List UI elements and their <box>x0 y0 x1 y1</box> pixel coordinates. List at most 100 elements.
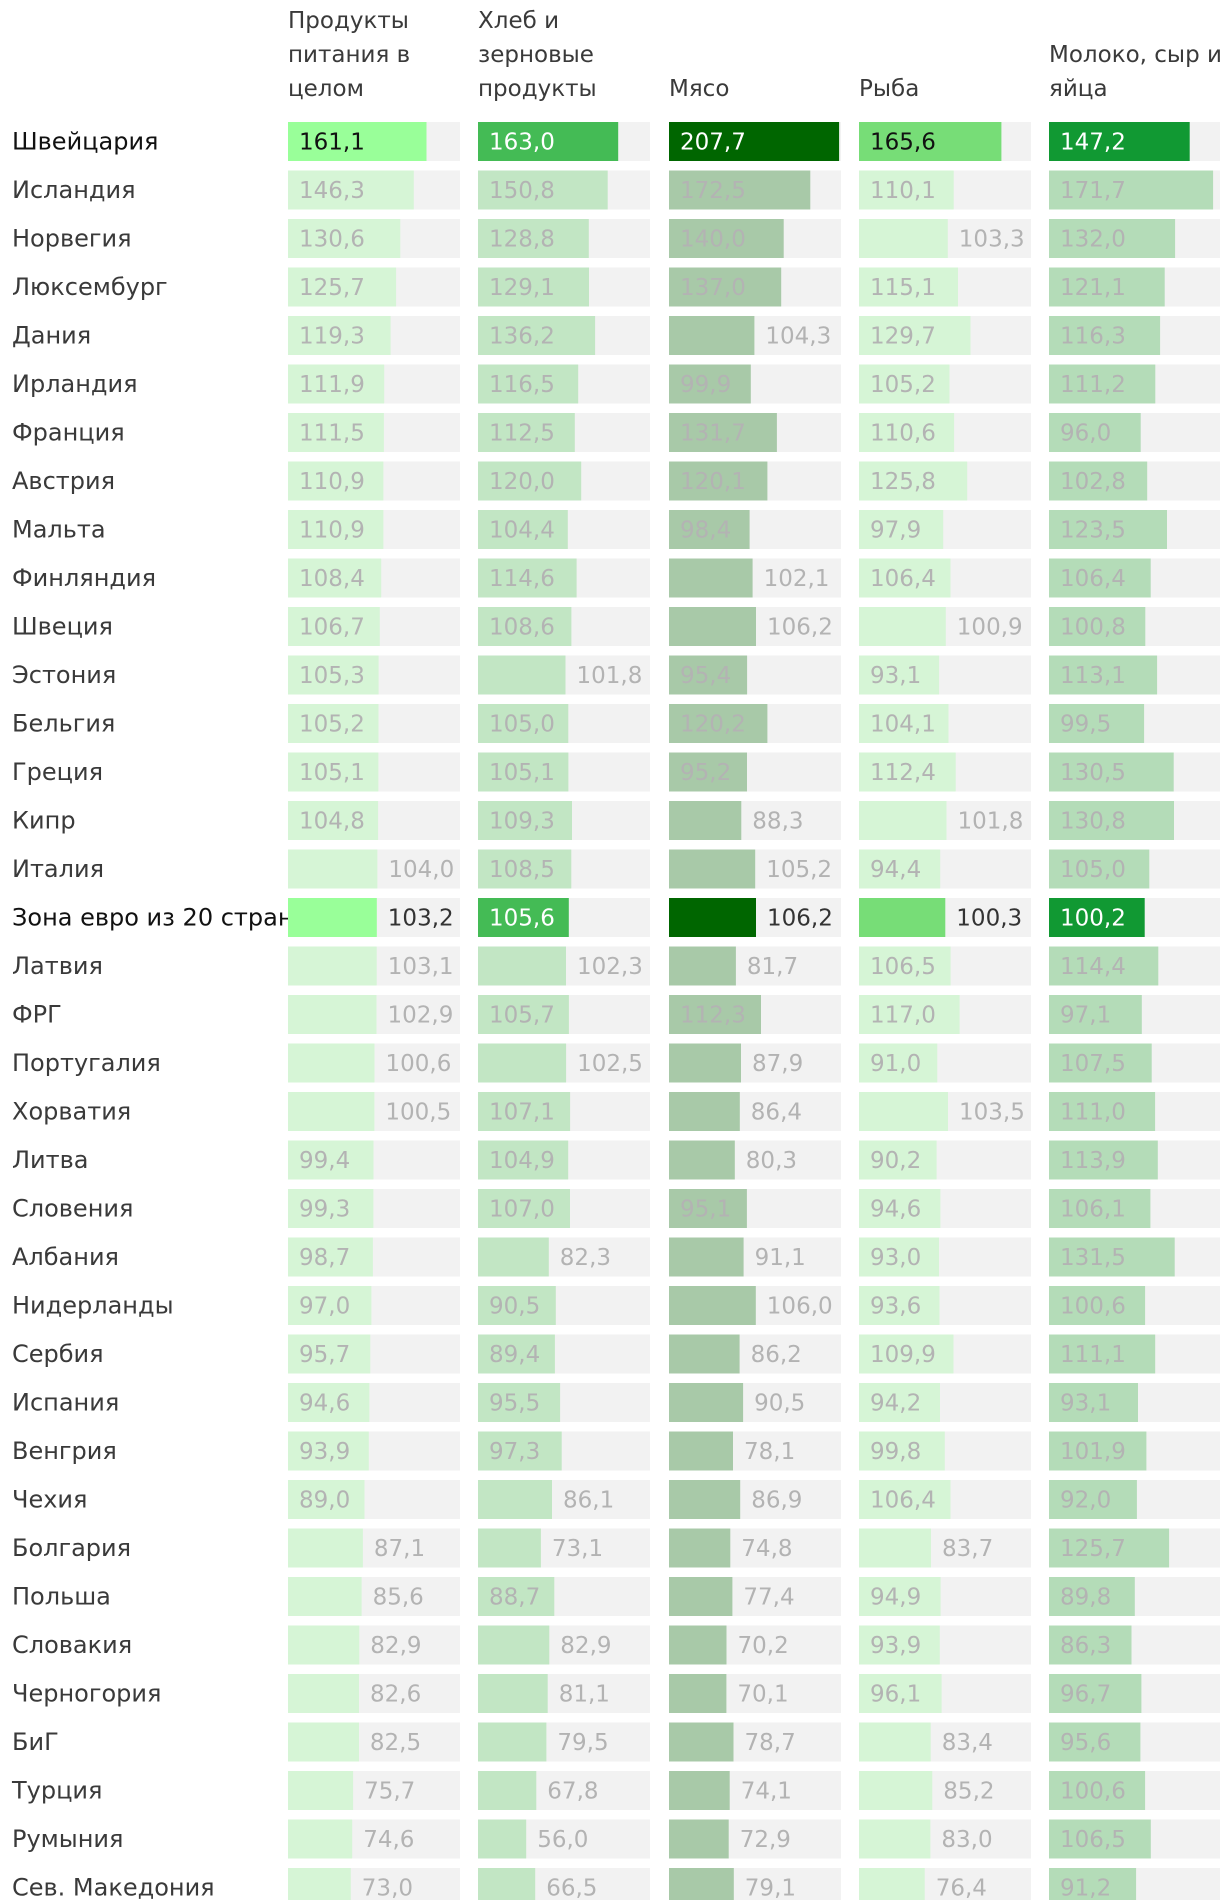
value-label: 103,2 <box>388 906 454 932</box>
bar <box>859 122 1002 161</box>
value-label: 89,8 <box>1060 1585 1111 1611</box>
value-label: 95,6 <box>1060 1730 1111 1756</box>
value-label: 207,7 <box>680 130 746 156</box>
bar <box>859 510 944 549</box>
value-label: 110,9 <box>299 469 365 495</box>
table-row: Дания 119,3 136,2 104,3 129,7 116,3 <box>12 316 1220 355</box>
value-label: 104,9 <box>489 1148 555 1174</box>
table-row: Австрия 110,9 120,0 120,1 125,8 102,8 <box>12 461 1220 501</box>
bar <box>288 1674 359 1713</box>
bar <box>288 704 379 743</box>
value-label: 56,0 <box>537 1827 588 1853</box>
value-label: 100,6 <box>386 1051 452 1077</box>
table-row: Хорватия 100,5 107,1 86,4 103,5 111,0 <box>12 1092 1220 1131</box>
bar <box>1049 1771 1146 1810</box>
value-label: 105,0 <box>1060 857 1126 883</box>
bar <box>1049 558 1151 598</box>
value-label: 110,6 <box>870 421 936 447</box>
bar <box>1049 461 1148 501</box>
bar <box>669 946 736 986</box>
value-label: 94,6 <box>299 1391 350 1417</box>
bar <box>669 1431 733 1471</box>
table-row: Исландия 146,3 150,8 172,5 110,1 171,7 <box>12 170 1220 210</box>
bar <box>859 1043 938 1083</box>
value-label: 107,5 <box>1060 1051 1126 1077</box>
value-label: 93,6 <box>870 1294 921 1320</box>
bar <box>859 1868 925 1900</box>
value-label: 131,7 <box>680 421 746 447</box>
value-label: 99,3 <box>299 1197 350 1223</box>
bar <box>478 1577 555 1616</box>
country-label: Сев. Македония <box>12 1874 215 1900</box>
value-label: 112,3 <box>680 1003 746 1029</box>
table-row: Мальта 110,9 104,4 98,4 97,9 123,5 <box>12 510 1220 549</box>
bar <box>859 1189 941 1228</box>
bar <box>1049 1528 1170 1568</box>
bar <box>1049 510 1167 549</box>
value-label: 100,9 <box>957 615 1023 641</box>
value-label: 106,7 <box>299 615 365 641</box>
value-label: 80,3 <box>746 1148 797 1174</box>
value-label: 99,5 <box>1060 712 1111 738</box>
bar <box>859 267 958 307</box>
value-label: 105,6 <box>489 906 555 932</box>
value-label: 106,2 <box>767 906 833 932</box>
bar <box>478 1431 562 1471</box>
value-label: 100,2 <box>1060 906 1126 932</box>
bar <box>478 1722 547 1762</box>
value-label: 89,0 <box>299 1488 350 1514</box>
value-label: 95,7 <box>299 1342 350 1368</box>
bar <box>1049 1625 1132 1665</box>
value-label: 102,3 <box>577 954 643 980</box>
table-row: ФРГ 102,9 105,7 112,3 117,0 97,1 <box>12 995 1220 1034</box>
bar <box>1049 1286 1146 1325</box>
country-label: Сербия <box>12 1340 104 1368</box>
bar <box>478 267 589 307</box>
bar <box>669 1189 747 1228</box>
value-label: 82,3 <box>560 1245 611 1271</box>
bar <box>669 1674 727 1713</box>
value-label: 74,6 <box>363 1827 414 1853</box>
table-row: Кипр 104,8 109,3 88,3 101,8 130,8 <box>12 801 1220 840</box>
column-header: Хлеб и зерновые продукты <box>478 8 597 102</box>
bar <box>1049 1480 1137 1519</box>
value-label: 91,0 <box>870 1051 921 1077</box>
bar <box>1049 1868 1137 1900</box>
bar <box>288 752 379 792</box>
bar <box>859 1383 940 1422</box>
value-label: 106,4 <box>870 1488 936 1514</box>
value-label: 161,1 <box>299 130 365 156</box>
value-label: 86,1 <box>563 1488 614 1514</box>
value-label: 103,3 <box>959 227 1025 253</box>
table-row: Испания 94,6 95,5 90,5 94,2 93,1 <box>12 1383 1220 1422</box>
value-label: 111,0 <box>1060 1100 1126 1126</box>
bar <box>669 1528 731 1568</box>
bar <box>669 1771 730 1810</box>
table-row: Венгрия 93,9 97,3 78,1 99,8 101,9 <box>12 1431 1220 1471</box>
value-label: 129,7 <box>870 324 936 350</box>
bar <box>1049 801 1174 840</box>
country-label: Венгрия <box>12 1437 117 1465</box>
bar <box>1049 1577 1135 1616</box>
bar <box>1049 607 1146 646</box>
bar <box>288 510 384 549</box>
value-label: 105,3 <box>299 663 365 689</box>
value-label: 77,4 <box>743 1585 794 1611</box>
value-label: 120,1 <box>680 469 746 495</box>
value-label: 90,2 <box>870 1148 921 1174</box>
bar <box>288 170 414 210</box>
value-label: 86,4 <box>751 1100 802 1126</box>
value-label: 107,1 <box>489 1100 555 1126</box>
bar <box>669 1092 740 1131</box>
value-label: 91,2 <box>1060 1876 1111 1900</box>
country-label: Литва <box>12 1146 88 1174</box>
country-label: Австрия <box>12 467 115 495</box>
value-label: 105,1 <box>489 760 555 786</box>
value-label: 72,9 <box>740 1827 791 1853</box>
bar <box>1049 170 1214 210</box>
value-label: 74,8 <box>741 1536 792 1562</box>
value-label: 105,2 <box>870 372 936 398</box>
bar <box>859 558 951 598</box>
value-label: 163,0 <box>489 130 555 156</box>
bar <box>478 122 619 161</box>
